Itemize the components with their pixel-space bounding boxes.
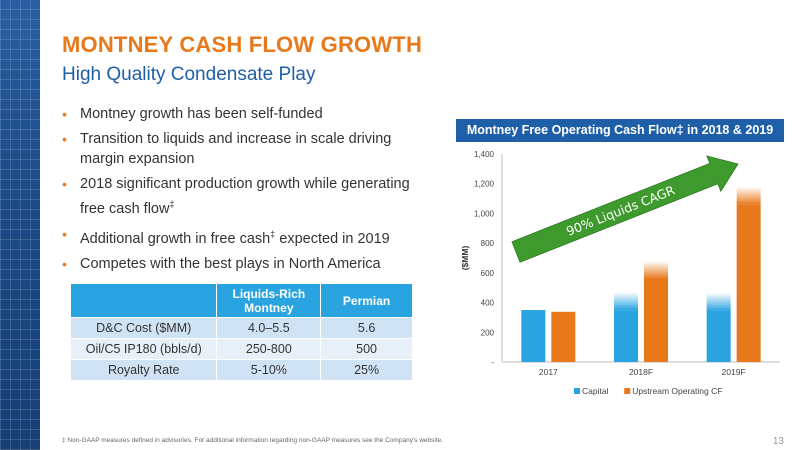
- growth-arrow-icon: 90% Liquids CAGR: [511, 155, 739, 263]
- capital-bar: [706, 310, 731, 362]
- bullet-text: Transition to liquids and increase in sc…: [80, 131, 392, 167]
- table-header-row: Liquids-Rich Montney Permian: [69, 283, 413, 318]
- table-cell: Royalty Rate: [69, 359, 218, 381]
- table-header-cell: Liquids-Rich Montney: [216, 283, 322, 318]
- comparison-table: Liquids-Rich Montney Permian D&C Cost ($…: [69, 283, 413, 381]
- table-row: D&C Cost ($MM) 4.0–5.5 5.6: [69, 317, 413, 339]
- bullet-superscript: ‡: [270, 228, 276, 239]
- bullet-text-tail: expected in 2019: [275, 230, 390, 247]
- bullet-superscript: ‡: [169, 199, 175, 209]
- table-cell: 4.0–5.5: [216, 317, 322, 339]
- footnote: ‡ Non-GAAP measures defined in advisorie…: [62, 437, 444, 444]
- y-tick-label: 600: [481, 269, 495, 278]
- table-cell: 5.6: [320, 317, 413, 339]
- bar-fade-cap: [736, 186, 761, 205]
- table-cell: 5-10%: [216, 359, 322, 381]
- bar-fade-cap: [644, 260, 668, 279]
- legend-swatch: [574, 388, 580, 394]
- table-header-cell: Permian: [320, 283, 413, 318]
- bullet-text: Montney growth has been self-funded: [80, 106, 323, 122]
- capital-bar: [521, 310, 546, 362]
- side-decor-stripe: [0, 0, 40, 450]
- operating-cf-bar: [644, 278, 668, 362]
- bullet-text: Additional growth in free cash: [80, 230, 271, 247]
- y-axis-label: ($MM): [460, 246, 470, 271]
- y-tick-label: 1,200: [474, 180, 495, 189]
- table-row: Oil/C5 IP180 (bbls/d) 250-800 500: [69, 338, 413, 360]
- chart-title: Montney Free Operating Cash Flow‡ in 201…: [456, 119, 784, 142]
- bullet-list: • Montney growth has been self-funded • …: [62, 104, 432, 279]
- bullet-dot-icon: •: [62, 131, 67, 147]
- table-header-cell: [69, 283, 218, 318]
- operating-cf-bar: [736, 204, 761, 362]
- table-row: Royalty Rate 5-10% 25%: [69, 359, 413, 381]
- y-tick-label: 400: [481, 299, 495, 308]
- table-cell: 500: [320, 338, 413, 360]
- bullet-item: • Competes with the best plays in North …: [62, 254, 432, 274]
- y-tick-label: -: [491, 358, 494, 367]
- table-cell: 250-800: [216, 338, 322, 360]
- y-tick-label: 800: [481, 239, 495, 248]
- bullet-dot-icon: •: [62, 106, 67, 122]
- table-cell: Oil/C5 IP180 (bbls/d): [69, 338, 218, 360]
- bullet-dot-icon: •: [62, 255, 67, 272]
- growth-annotation: 90% Liquids CAGR: [564, 182, 677, 239]
- legend-swatch: [624, 388, 631, 394]
- bullet-item: • 2018 significant production growth whi…: [62, 174, 432, 219]
- x-tick-label: 2017: [539, 367, 558, 377]
- x-tick-label: 2018F: [629, 367, 653, 377]
- bullet-item: • Additional growth in free cash‡ expect…: [62, 224, 432, 249]
- operating-cf-bar: [551, 311, 576, 362]
- legend-label: Capital: [582, 386, 609, 396]
- y-tick-label: 1,400: [474, 150, 495, 159]
- bar-fade-cap: [614, 292, 638, 311]
- x-tick-label: 2019F: [722, 367, 746, 377]
- table-cell: D&C Cost ($MM): [69, 317, 218, 339]
- bullet-text: 2018 significant production growth while…: [80, 176, 410, 217]
- capital-bar: [614, 310, 638, 362]
- bar-fade-cap: [706, 292, 731, 311]
- bullet-item: • Montney growth has been self-funded: [62, 104, 432, 124]
- page-number: 13: [772, 436, 784, 447]
- legend-label: Upstream Operating CF: [632, 386, 722, 396]
- bullet-item: • Transition to liquids and increase in …: [62, 129, 432, 169]
- table-cell: 25%: [320, 359, 413, 381]
- bullet-dot-icon: •: [62, 225, 67, 242]
- bullet-text: Competes with the best plays in North Am…: [80, 255, 381, 272]
- growth-arrow-shape: [511, 155, 739, 263]
- y-tick-label: 200: [481, 328, 495, 337]
- bullet-dot-icon: •: [62, 176, 67, 192]
- slide-subtitle: High Quality Condensate Play: [62, 64, 316, 85]
- cash-flow-chart: - 200 400 600 800 1,000 1,200 1,400 ($MM) 2017 201…: [460, 150, 780, 396]
- slide-title: MONTNEY CASH FLOW GROWTH: [62, 32, 423, 57]
- y-tick-label: 1,000: [474, 209, 495, 218]
